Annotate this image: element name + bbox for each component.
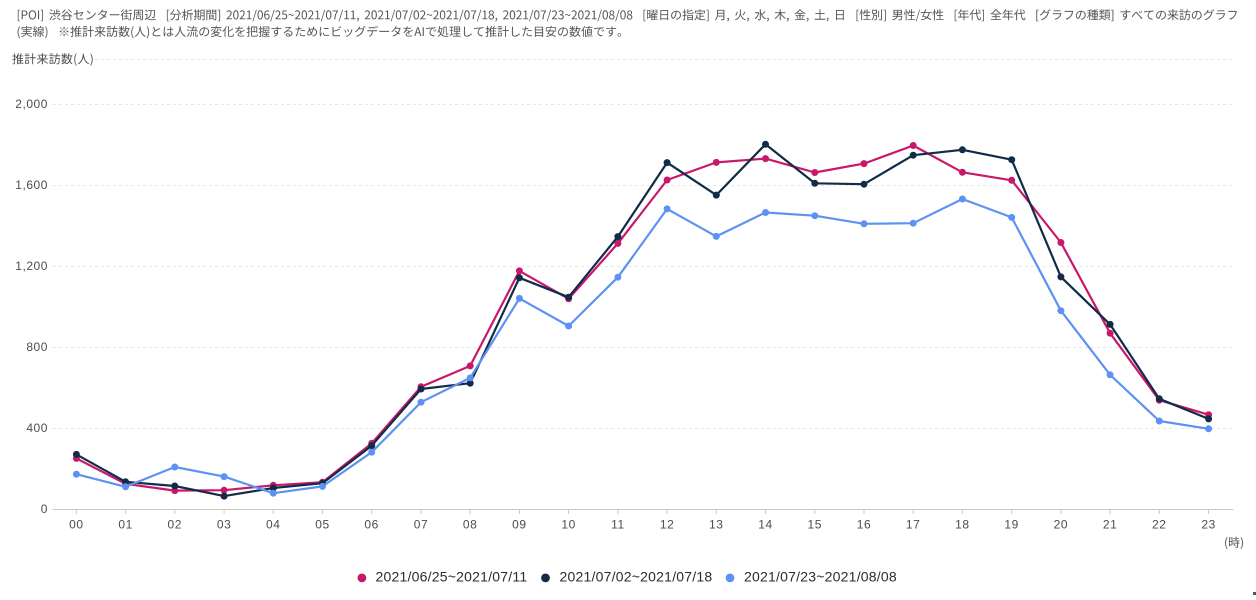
svg-text:22: 22 <box>1152 518 1167 532</box>
svg-text:01: 01 <box>118 518 133 532</box>
svg-text:05: 05 <box>315 518 330 532</box>
svg-text:15: 15 <box>808 518 823 532</box>
svg-text:23: 23 <box>1201 518 1216 532</box>
svg-text:1,600: 1,600 <box>15 178 48 192</box>
svg-text:19: 19 <box>1004 518 1019 532</box>
svg-text:21: 21 <box>1103 518 1118 532</box>
svg-text:00: 00 <box>69 518 84 532</box>
svg-text:03: 03 <box>217 518 232 532</box>
svg-text:04: 04 <box>266 518 281 532</box>
svg-text:800: 800 <box>26 340 48 354</box>
svg-text:11: 11 <box>611 518 625 532</box>
svg-text:08: 08 <box>463 518 478 532</box>
svg-text:02: 02 <box>168 518 183 532</box>
svg-text:13: 13 <box>709 518 724 532</box>
svg-text:2021/07/02~2021/07/18: 2021/07/02~2021/07/18 <box>560 569 713 585</box>
svg-text:18: 18 <box>955 518 970 532</box>
svg-text:20: 20 <box>1054 518 1069 532</box>
svg-text:07: 07 <box>414 518 429 532</box>
svg-text:16: 16 <box>857 518 872 532</box>
svg-text:2,000: 2,000 <box>15 97 48 111</box>
svg-text:09: 09 <box>512 518 527 532</box>
svg-text:10: 10 <box>561 518 576 532</box>
svg-text:17: 17 <box>906 518 921 532</box>
svg-text:06: 06 <box>364 518 379 532</box>
svg-text:2021/06/25~2021/07/11: 2021/06/25~2021/07/11 <box>376 569 528 585</box>
svg-text:14: 14 <box>758 518 773 532</box>
svg-text:1,200: 1,200 <box>15 259 48 273</box>
svg-text:12: 12 <box>660 518 675 532</box>
svg-text:400: 400 <box>26 421 48 435</box>
svg-text:2021/07/23~2021/08/08: 2021/07/23~2021/08/08 <box>744 569 897 585</box>
svg-text:0: 0 <box>41 502 48 516</box>
